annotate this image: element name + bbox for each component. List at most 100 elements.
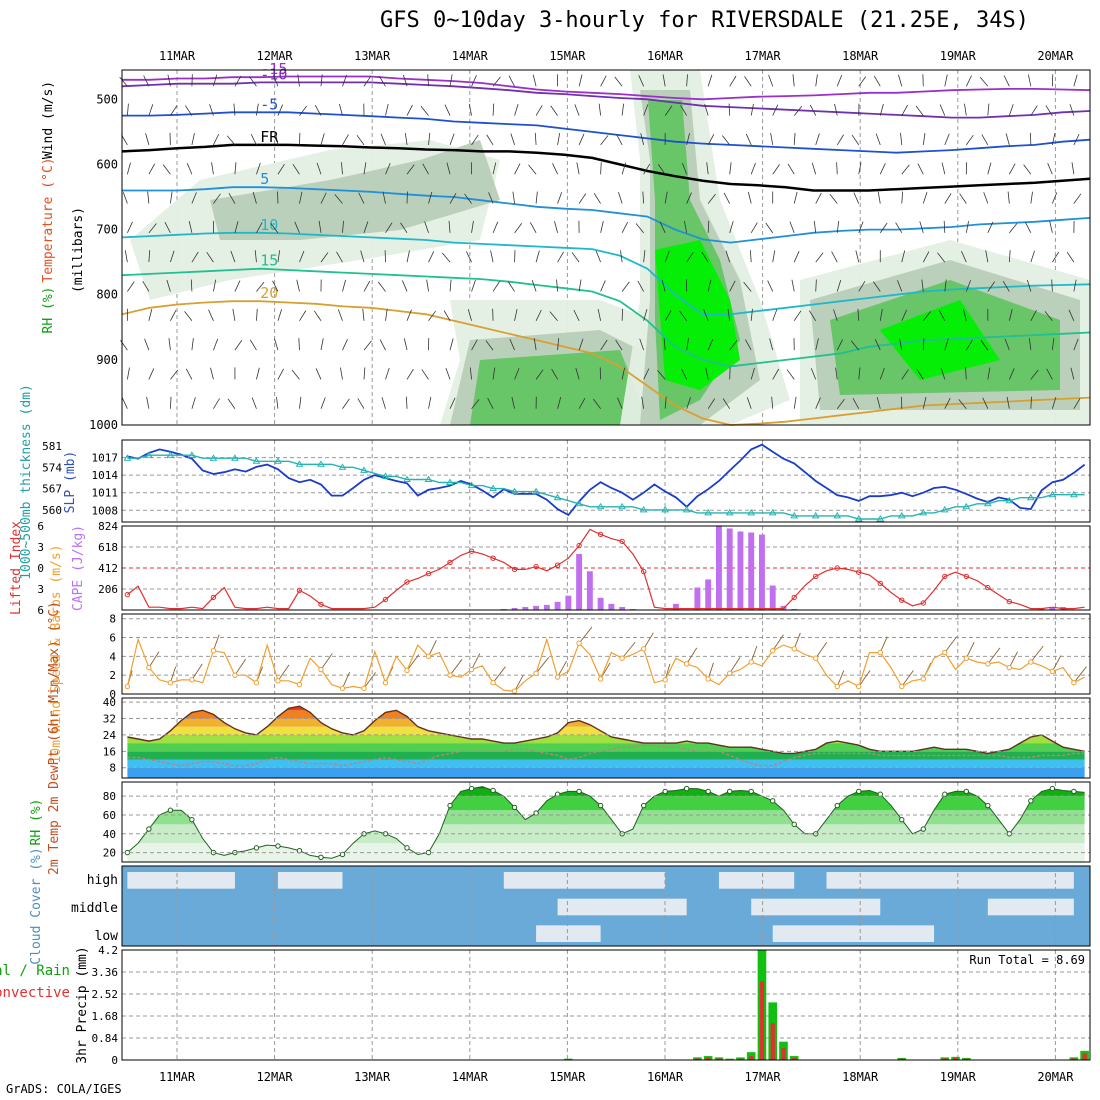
rh-point [167, 807, 174, 813]
isotherm-label: 5 [260, 170, 269, 188]
date-label-top: 15MAR [549, 49, 586, 63]
wind-barb [147, 191, 150, 204]
wind-barb [227, 398, 236, 409]
wind-barb [487, 397, 494, 409]
wind-point [748, 659, 754, 665]
wind-barb [143, 75, 150, 87]
wind-barb [943, 220, 946, 233]
wind-barb [858, 221, 864, 233]
wind-point [619, 655, 625, 661]
wind-barb [320, 338, 324, 351]
wind-barb [276, 396, 279, 409]
cape-bar [522, 606, 529, 610]
wind-barb [256, 162, 261, 175]
wind-barb [772, 368, 780, 380]
wind-barb [965, 75, 972, 87]
wind-barb [809, 104, 817, 116]
date-label-bottom: 15MAR [549, 1070, 586, 1084]
cloud-gap [503, 872, 666, 889]
thickness-point [919, 508, 928, 516]
wind-barb [836, 220, 840, 233]
wind-barb [363, 162, 367, 175]
cape-bar [511, 607, 518, 610]
wind-barb [875, 133, 881, 146]
wind-barb [427, 74, 429, 87]
wind-point [275, 678, 281, 684]
pressure-tick-label: 900 [96, 353, 118, 367]
precip-tick-label: 4.2 [98, 944, 118, 957]
cape-bar [705, 579, 712, 610]
wind-barb [1023, 164, 1032, 175]
wind-barb [621, 281, 630, 292]
date-label-bottom: 18MAR [842, 1070, 879, 1084]
wind-barb [620, 250, 623, 263]
wind-barb [148, 163, 156, 175]
pressure-tick-label: 1000 [89, 418, 118, 432]
li-point [490, 555, 496, 561]
wind-barb [469, 367, 472, 380]
wind-barb [961, 251, 967, 263]
wind-barb [1071, 162, 1075, 175]
date-label-top: 12MAR [257, 49, 294, 63]
li-tick-label: 3 [37, 583, 44, 596]
wind-barb [428, 251, 435, 263]
wind-barb [514, 163, 521, 175]
rh-line [127, 786, 1085, 859]
wind-barb [234, 162, 237, 175]
wind-barb [642, 191, 645, 204]
wind-point [253, 680, 260, 686]
wind-barb [982, 397, 989, 409]
rh-axis-label: RH (%) [41, 287, 56, 334]
wind-barb [750, 645, 758, 663]
wind-barb [314, 104, 322, 116]
cloud-level-label: low [95, 929, 119, 944]
wind-barb [471, 220, 474, 233]
cloud-border [121, 865, 1091, 947]
wind-barb [593, 193, 601, 204]
wind-point [705, 676, 711, 682]
wind-barb [836, 670, 845, 687]
wind-barb [1049, 221, 1053, 233]
wind-barb [381, 397, 386, 409]
wind-barb [213, 193, 221, 204]
wind-barb [164, 221, 171, 234]
wind-barb [492, 221, 499, 234]
date-label-bottom: 13MAR [354, 1070, 391, 1084]
rh-point [683, 785, 690, 792]
li-point [640, 568, 647, 575]
wind-barb [492, 367, 496, 380]
wind-barb [471, 75, 477, 87]
precip-tick-label: 1.68 [92, 1010, 119, 1023]
wind-barb [829, 193, 838, 204]
dewpoint-line [127, 744, 1085, 767]
wind-point [985, 661, 991, 667]
wind-barb [858, 162, 862, 175]
cloud-gap [987, 898, 1074, 916]
wind-barb [211, 162, 214, 175]
wind-barb [170, 250, 175, 263]
wind-barb [729, 75, 737, 87]
wind-barb [1051, 655, 1062, 672]
thickness-point [553, 493, 562, 501]
temp-border [121, 697, 1091, 779]
wind-barb [643, 163, 651, 175]
rh-band [127, 786, 1085, 789]
rh-point [1028, 798, 1034, 804]
wind-barb [385, 222, 393, 234]
temp-band [127, 743, 1085, 752]
wind-barb [428, 640, 437, 657]
wind-barb [987, 367, 991, 380]
thickness-tick-label: 574 [42, 461, 62, 474]
wind-barb [574, 104, 580, 116]
wind-barb [471, 279, 476, 292]
wind-barb [144, 338, 150, 351]
wind-barb [449, 74, 453, 87]
wind-barb [342, 398, 350, 409]
precip-tick-label: 3.36 [92, 966, 119, 979]
wind-barb [320, 252, 329, 263]
wind-barb [836, 75, 843, 87]
wind-point [1006, 664, 1013, 671]
date-label-top: 18MAR [842, 49, 879, 63]
wind-barb [1044, 311, 1053, 322]
